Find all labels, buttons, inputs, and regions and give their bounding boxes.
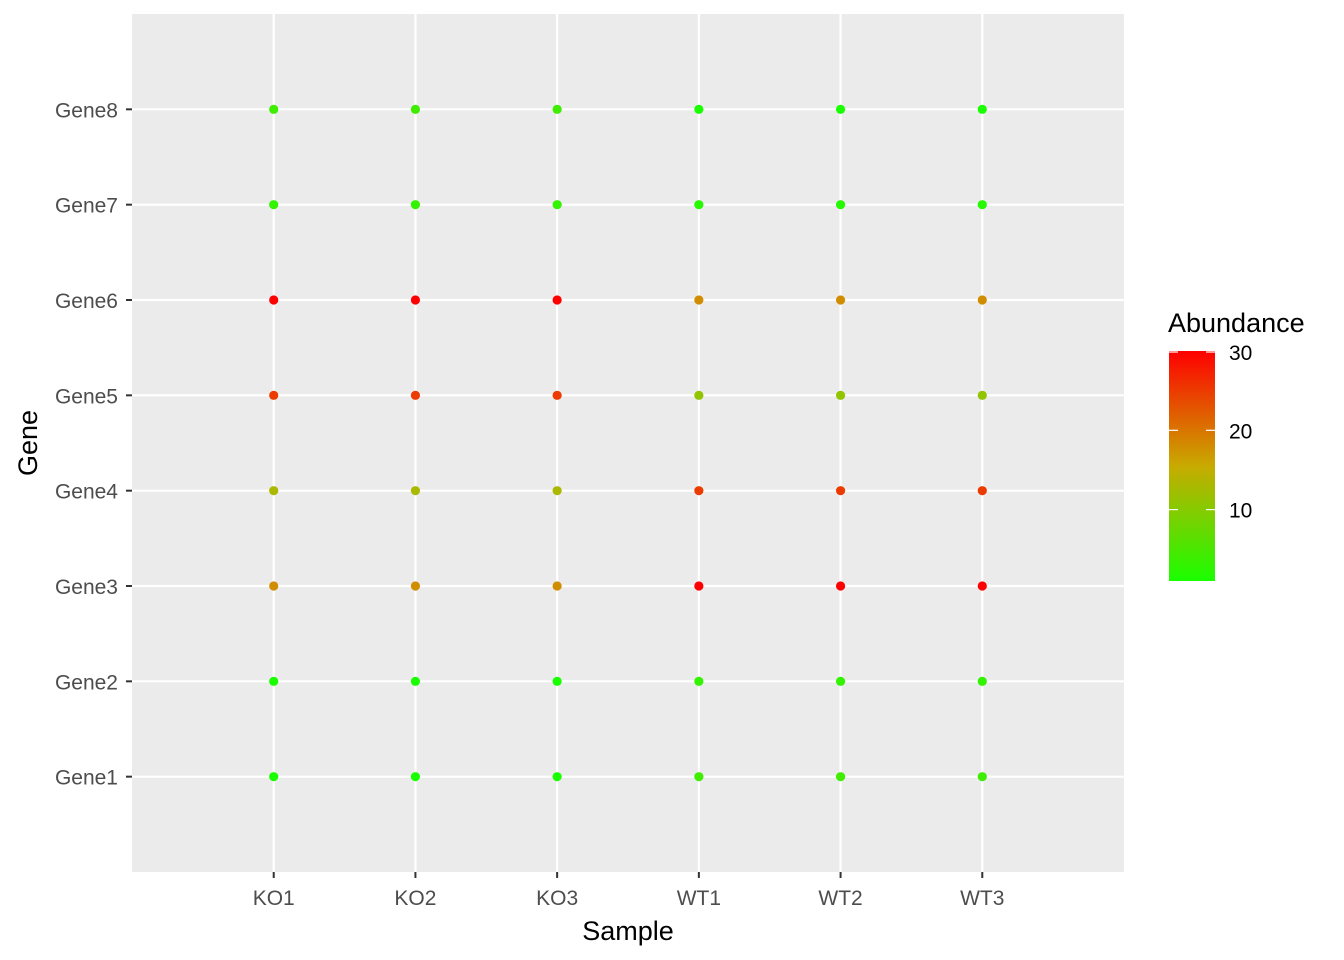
legend-ticks: 10 20 30 xyxy=(1169,342,1252,523)
legend-tick-label: 20 xyxy=(1229,420,1252,443)
data-point xyxy=(410,104,421,114)
data-point xyxy=(410,486,421,496)
data-point xyxy=(977,676,987,686)
data-point xyxy=(694,200,704,210)
data-point xyxy=(977,390,987,400)
data-point xyxy=(410,676,421,686)
data-point xyxy=(410,200,421,210)
x-tick-label: KO2 xyxy=(394,887,436,910)
data-point xyxy=(410,295,421,305)
data-point xyxy=(552,772,562,782)
data-point xyxy=(835,295,846,305)
data-point xyxy=(694,486,704,496)
data-point xyxy=(835,772,846,782)
data-point xyxy=(552,295,562,305)
y-tick-label: Gene5 xyxy=(55,385,118,408)
data-point xyxy=(835,581,846,591)
data-point xyxy=(269,104,279,114)
data-point xyxy=(269,390,279,400)
x-tick-label: WT2 xyxy=(818,887,862,910)
x-axis: KO1 KO2 KO3 WT1 WT2 WT3 xyxy=(253,872,1004,910)
data-point xyxy=(835,486,846,496)
data-points xyxy=(269,104,987,782)
x-tick-label: KO1 xyxy=(253,887,295,910)
x-axis-title: Sample xyxy=(582,916,674,946)
y-axis: Gene1 Gene2 Gene3 Gene4 Gene5 Gene6 Gene7 Gene8 xyxy=(55,99,132,790)
x-tick-label: WT1 xyxy=(677,887,721,910)
data-point xyxy=(552,486,562,496)
y-tick-label: Gene3 xyxy=(55,576,118,599)
data-point xyxy=(694,104,704,114)
plot-panel xyxy=(132,14,1124,872)
color-legend: Abundance 10 20 30 xyxy=(1168,308,1305,581)
data-point xyxy=(694,295,704,305)
data-point xyxy=(977,772,987,782)
data-point xyxy=(552,200,562,210)
legend-tick-label: 30 xyxy=(1229,342,1252,365)
data-point xyxy=(977,200,987,210)
y-axis-title: Gene xyxy=(13,410,43,476)
data-point xyxy=(410,390,421,400)
legend-colorbar xyxy=(1169,351,1215,581)
data-point xyxy=(977,104,987,114)
data-point xyxy=(269,676,279,686)
y-tick-label: Gene4 xyxy=(55,481,118,504)
data-point xyxy=(269,581,279,591)
legend-tick-label: 10 xyxy=(1229,500,1252,523)
data-point xyxy=(835,104,846,114)
y-tick-label: Gene8 xyxy=(55,99,118,122)
gridlines xyxy=(132,14,1124,872)
y-tick-label: Gene6 xyxy=(55,290,118,313)
data-point xyxy=(694,676,704,686)
data-point xyxy=(977,486,987,496)
data-point xyxy=(269,772,279,782)
data-point xyxy=(694,581,704,591)
data-point xyxy=(552,390,562,400)
data-point xyxy=(694,390,704,400)
legend-title: Abundance xyxy=(1168,308,1305,338)
data-point xyxy=(977,295,987,305)
data-point xyxy=(694,772,704,782)
data-point xyxy=(552,676,562,686)
x-tick-label: KO3 xyxy=(536,887,578,910)
data-point xyxy=(835,390,846,400)
data-point xyxy=(835,676,846,686)
y-tick-label: Gene7 xyxy=(55,195,118,218)
data-point xyxy=(410,581,421,591)
data-point xyxy=(552,104,562,114)
data-point xyxy=(269,486,279,496)
data-point xyxy=(977,581,987,591)
data-point xyxy=(552,581,562,591)
data-point xyxy=(269,295,279,305)
y-tick-label: Gene1 xyxy=(55,767,118,790)
data-point xyxy=(269,200,279,210)
y-tick-label: Gene2 xyxy=(55,671,118,694)
data-point xyxy=(410,772,421,782)
data-point xyxy=(835,200,846,210)
x-tick-label: WT3 xyxy=(960,887,1004,910)
